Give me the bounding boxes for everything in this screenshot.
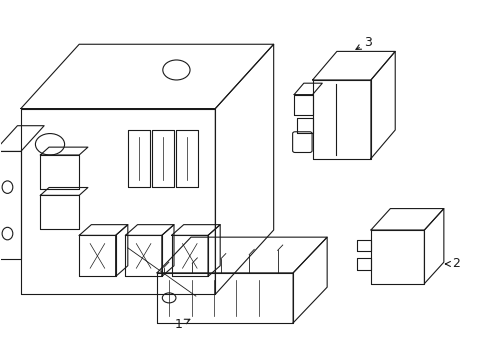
Text: 2: 2 <box>445 257 459 270</box>
Text: 3: 3 <box>355 36 372 49</box>
Text: 1: 1 <box>175 318 189 331</box>
